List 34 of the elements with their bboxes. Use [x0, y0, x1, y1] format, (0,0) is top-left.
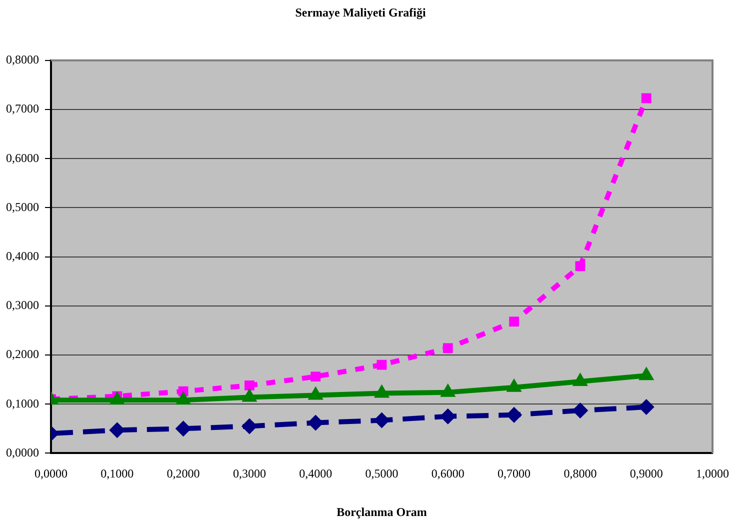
y-tick-label: 0,8000: [6, 52, 39, 67]
point: [509, 316, 519, 327]
point: [310, 372, 321, 382]
point: [575, 261, 586, 272]
chart-title: Sermaye Maliyeti Grafiği: [295, 5, 426, 20]
x-tick-label: 0,1000: [100, 466, 134, 481]
point: [175, 420, 192, 437]
y-tick-label: 0,0000: [6, 445, 39, 460]
x-tick-label: 0,8000: [564, 466, 597, 481]
point: [641, 93, 652, 104]
point: [241, 418, 258, 434]
y-tick-label: 0,5000: [6, 200, 39, 214]
y-tick-label: 0,4000: [6, 248, 39, 263]
x-axis-title: Borçlanma Oram: [336, 504, 427, 519]
x-tick-label: 0,5000: [365, 466, 398, 481]
point: [376, 360, 387, 370]
y-tick-label: 0,6000: [6, 150, 39, 165]
x-tick-label: 1,0000: [696, 466, 729, 481]
x-tick-label: 0,6000: [431, 466, 464, 481]
y-tick-label: 0,3000: [6, 298, 39, 312]
point: [442, 343, 453, 354]
x-tick-label: 0,2000: [166, 466, 200, 481]
point: [638, 399, 654, 416]
point: [244, 380, 254, 390]
x-tick-label: 0,7000: [498, 466, 531, 481]
y-tick-label: 0,1000: [6, 396, 39, 410]
x-tick-label: 0,0000: [34, 466, 68, 481]
x-tick-label: 0,9000: [630, 466, 663, 481]
y-tick-label: 0,7000: [6, 102, 39, 116]
point: [572, 402, 588, 418]
point: [440, 408, 456, 424]
x-tick-label: 0,3000: [232, 466, 266, 481]
y-tick-label: 0,2000: [6, 347, 39, 362]
x-tick-label: 0,4000: [299, 466, 332, 481]
